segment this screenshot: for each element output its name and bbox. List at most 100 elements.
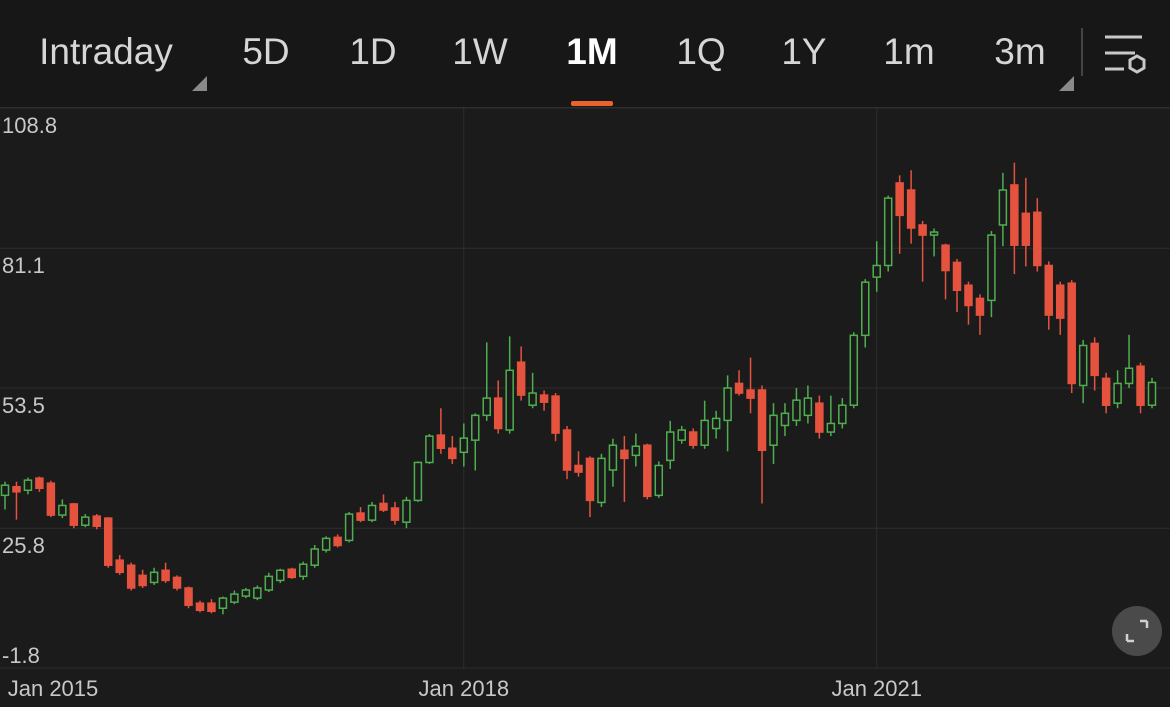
candle-body xyxy=(998,189,1008,226)
candle-body xyxy=(597,457,606,504)
candle-body xyxy=(906,189,916,229)
candle-body xyxy=(1101,377,1111,406)
candle-body xyxy=(757,389,767,452)
candle-body xyxy=(1090,342,1099,377)
candle-body xyxy=(253,587,262,599)
candle-body xyxy=(528,392,537,406)
y-tick-label: 81.1 xyxy=(2,253,45,278)
candle-body xyxy=(482,397,491,417)
tab[interactable]: 1W xyxy=(452,31,508,72)
candle-body xyxy=(241,589,251,597)
candle-body xyxy=(1033,211,1042,267)
candle-body xyxy=(987,234,996,302)
candle-body xyxy=(780,412,790,427)
tab[interactable]: 1m xyxy=(883,31,934,72)
candle-body xyxy=(379,502,388,511)
dropdown-marker xyxy=(1059,76,1074,91)
candle-body xyxy=(666,431,675,462)
candle-body xyxy=(1136,365,1145,406)
candle-body xyxy=(58,504,67,516)
candle-body xyxy=(298,563,308,578)
candle-body xyxy=(459,437,469,454)
candle-body xyxy=(941,244,950,272)
candle-body xyxy=(746,389,755,399)
candle-body xyxy=(849,334,859,406)
candle-body xyxy=(895,182,904,217)
candle-body xyxy=(838,404,847,425)
candle-body xyxy=(230,593,239,603)
y-tick-label: 108.8 xyxy=(2,113,57,138)
candle-body xyxy=(321,537,331,551)
candle-body xyxy=(276,569,285,582)
candle-body xyxy=(1124,367,1134,385)
candle-body xyxy=(287,568,296,579)
candle-body xyxy=(425,435,434,464)
candle-body xyxy=(952,261,962,292)
candle-body xyxy=(1010,184,1019,246)
candle-body xyxy=(826,422,836,433)
candle-body xyxy=(195,602,205,612)
x-tick-label: Jan 2021 xyxy=(831,676,922,701)
y-tick-label: 53.5 xyxy=(2,393,45,418)
tab[interactable]: 5D xyxy=(242,31,289,72)
candle-body xyxy=(585,457,595,502)
candle-body xyxy=(608,444,618,471)
candle-body xyxy=(883,197,893,267)
candle-body xyxy=(390,507,400,521)
candle-body xyxy=(964,284,973,307)
candle-body xyxy=(1055,284,1065,319)
candle-body xyxy=(677,429,686,441)
tab[interactable]: 3m xyxy=(994,31,1045,72)
candle-body xyxy=(792,399,801,422)
x-tick-label: Jan 2015 xyxy=(8,676,99,701)
candle-body xyxy=(207,602,216,613)
tab[interactable]: 1M xyxy=(566,31,617,72)
candle-body xyxy=(516,361,526,396)
tab[interactable]: 1Y xyxy=(781,31,826,72)
candle-body xyxy=(815,402,824,433)
candle-body xyxy=(643,444,652,498)
candle-body xyxy=(264,575,274,591)
chart-area xyxy=(0,108,1170,707)
candle-body xyxy=(92,515,102,527)
candle-body xyxy=(1147,381,1157,406)
x-tick-label: Jan 2018 xyxy=(419,676,510,701)
candle-body xyxy=(12,485,21,493)
candle-body xyxy=(769,414,778,446)
candle-body xyxy=(711,417,721,430)
candle-body xyxy=(367,504,377,521)
settings-icon[interactable] xyxy=(1105,35,1146,74)
candle-body xyxy=(551,395,560,434)
candle-body xyxy=(333,536,342,547)
candle-body xyxy=(654,464,664,497)
candle-body xyxy=(0,484,10,497)
candle-body xyxy=(620,449,629,460)
candle-body xyxy=(344,513,354,542)
expand-button[interactable] xyxy=(1112,606,1162,656)
tab[interactable]: 1Q xyxy=(676,31,725,72)
candle-body xyxy=(1078,344,1088,387)
candle-body xyxy=(688,431,698,446)
candle-body xyxy=(562,429,572,471)
dropdown-marker xyxy=(192,76,207,91)
candle-body xyxy=(35,477,44,490)
candle-body xyxy=(126,564,136,589)
candle-body xyxy=(803,397,813,417)
candle-body xyxy=(1113,382,1122,404)
candle-body xyxy=(975,297,985,316)
candle-body xyxy=(861,281,870,337)
candle-body xyxy=(631,445,641,457)
candle-body xyxy=(929,231,939,236)
candle-body xyxy=(138,574,147,587)
candle-body xyxy=(723,387,732,422)
candle-body xyxy=(471,414,480,441)
candle-body xyxy=(23,479,33,492)
y-tick-label: 25.8 xyxy=(2,533,45,558)
candle-body xyxy=(872,264,881,278)
tab[interactable]: 1D xyxy=(349,31,396,72)
tab[interactable]: Intraday xyxy=(39,31,173,72)
candle-body xyxy=(1021,212,1031,246)
candle-body xyxy=(1067,282,1076,385)
